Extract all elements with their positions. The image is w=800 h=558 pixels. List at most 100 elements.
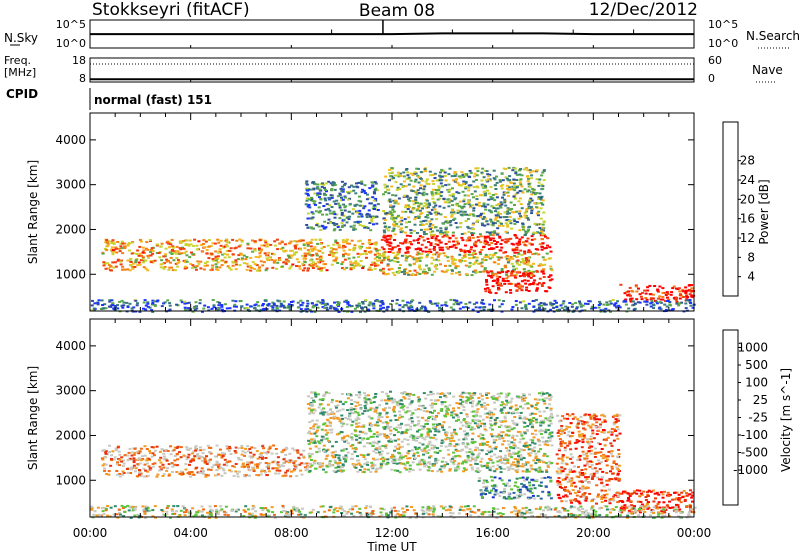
heat-cell — [119, 250, 122, 252]
heat-cell — [215, 469, 218, 471]
heat-cell — [296, 464, 299, 466]
heat-cell — [630, 290, 633, 292]
heat-cell — [391, 454, 394, 456]
heat-cell — [437, 189, 440, 191]
heat-cell — [101, 457, 104, 459]
heat-cell — [248, 475, 251, 477]
heat-cell — [678, 302, 681, 304]
heat-cell — [325, 434, 328, 436]
heat-cell — [475, 470, 478, 472]
heat-cell — [201, 251, 204, 253]
heat-cell — [327, 404, 330, 406]
heat-cell — [118, 454, 121, 456]
heat-cell — [413, 240, 416, 242]
heat-cell — [264, 457, 267, 459]
heat-cell — [406, 462, 409, 464]
heat-cell — [439, 263, 442, 265]
heat-cell — [431, 257, 434, 259]
heat-cell — [382, 408, 385, 410]
heat-cell — [416, 259, 419, 261]
heat-cell — [432, 183, 435, 185]
heat-cell — [281, 305, 284, 307]
freq-ytick-top-left: 18 — [72, 54, 86, 67]
heat-cell — [215, 263, 218, 265]
heat-cell — [424, 170, 427, 172]
heat-cell — [144, 308, 147, 310]
heat-cell — [406, 407, 409, 409]
heat-cell — [207, 461, 210, 463]
heat-cell — [217, 454, 220, 456]
heat-cell — [142, 252, 145, 254]
heat-cell — [328, 219, 331, 221]
heat-cell — [538, 182, 541, 184]
heat-cell — [431, 303, 434, 305]
heat-cell — [484, 288, 487, 290]
heat-cell — [383, 222, 386, 224]
heat-cell — [482, 246, 485, 248]
heat-cell — [195, 467, 198, 469]
heat-cell — [509, 426, 512, 428]
heat-cell — [222, 455, 225, 457]
heat-cell — [501, 173, 504, 175]
heat-cell — [313, 200, 316, 202]
heat-cell — [486, 467, 489, 469]
heat-cell — [344, 401, 347, 403]
heat-cell — [416, 202, 419, 204]
heat-cell — [503, 407, 506, 409]
heat-cell — [516, 221, 519, 223]
heat-cell — [452, 309, 455, 311]
heat-cell — [134, 452, 137, 454]
heat-cell — [505, 291, 508, 293]
heat-cell — [428, 269, 431, 271]
heat-cell — [441, 403, 444, 405]
heat-cell — [515, 300, 518, 302]
heat-cell — [138, 469, 141, 471]
heat-cell — [133, 266, 136, 268]
heat-cell — [392, 252, 395, 254]
heat-cell — [520, 178, 523, 180]
heat-cell — [515, 304, 518, 306]
heat-cell — [254, 240, 257, 242]
heat-cell — [308, 421, 311, 423]
heat-cell — [234, 259, 237, 261]
heat-cell — [334, 460, 337, 462]
heat-cell — [649, 302, 652, 304]
heat-cell — [498, 456, 501, 458]
heat-cell — [463, 418, 466, 420]
heat-cell — [513, 189, 516, 191]
heat-cell — [507, 195, 510, 197]
heat-cell — [105, 268, 108, 270]
heat-cell — [627, 308, 630, 310]
heat-cell — [368, 416, 371, 418]
heat-cell — [243, 255, 246, 257]
heat-cell — [490, 198, 493, 200]
heat-cell — [522, 260, 525, 262]
heat-cell — [479, 271, 482, 273]
heat-cell — [484, 240, 487, 242]
heat-cell — [404, 232, 407, 234]
heat-cell — [320, 243, 323, 245]
heat-cell — [202, 470, 205, 472]
heat-cell — [175, 253, 178, 255]
heat-cell — [459, 226, 462, 228]
heat-cell — [451, 458, 454, 460]
heat-cell — [653, 304, 656, 306]
heat-cell — [483, 216, 486, 218]
heat-cell — [513, 183, 516, 185]
heat-cell — [404, 304, 407, 306]
heat-cell — [527, 280, 530, 282]
heat-cell — [497, 393, 500, 395]
heat-cell — [419, 268, 422, 270]
heat-cell — [437, 199, 440, 201]
heat-cell — [180, 252, 183, 254]
heat-cell — [397, 438, 400, 440]
heat-cell — [424, 229, 427, 231]
heat-cell — [174, 269, 177, 271]
heat-cell — [229, 447, 232, 449]
sky-ytick-bottom-right: 10^0 — [708, 37, 738, 50]
heat-cell — [334, 259, 337, 261]
heat-cell — [616, 300, 619, 302]
heat-cell — [496, 196, 499, 198]
heat-cell — [388, 251, 391, 253]
heat-cell — [319, 202, 322, 204]
